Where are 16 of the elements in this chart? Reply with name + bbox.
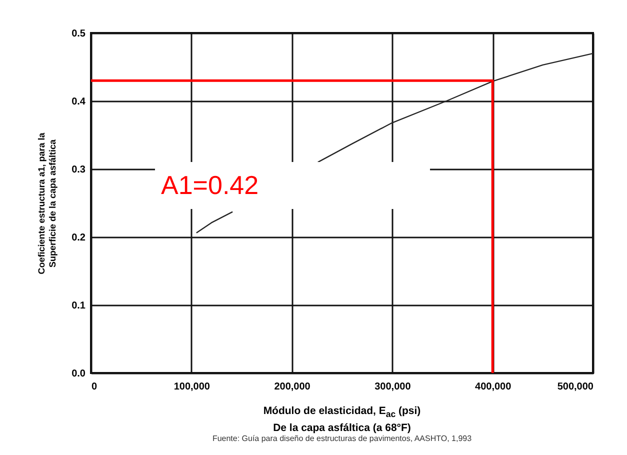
y-tick-label: 0.1 bbox=[72, 300, 86, 312]
y-tick-label: 0.4 bbox=[72, 96, 86, 108]
y-tick-label: 0.2 bbox=[72, 232, 86, 244]
x-tick-label: 0 bbox=[92, 382, 98, 392]
y-axis-title: Coeficiente estructura a1, para la Superficie de la capa asfáltica bbox=[36, 132, 58, 274]
x-tick-label: 300,000 bbox=[374, 382, 412, 392]
x-tick-label: 200,000 bbox=[274, 382, 311, 392]
y-tick-label: 0.5 bbox=[72, 28, 86, 40]
y-tick-label: 0.3 bbox=[72, 164, 86, 176]
x-tick-label: 400,000 bbox=[475, 382, 512, 392]
x-tick-label: 500,000 bbox=[557, 382, 594, 392]
annotation: A1=0.42 bbox=[161, 170, 259, 200]
source-note: Fuente: Guía para diseño de estructuras de pavimentos, AASHTO, 1,993 bbox=[211, 434, 473, 443]
y-tick-label: 0.0 bbox=[72, 368, 86, 380]
x-axis-title: Módulo de elasticidad, E$_{ac}$ (psi) De la capa asfáltica (a 68°F) bbox=[262, 404, 422, 435]
x-tick-label: 100,000 bbox=[174, 382, 210, 392]
